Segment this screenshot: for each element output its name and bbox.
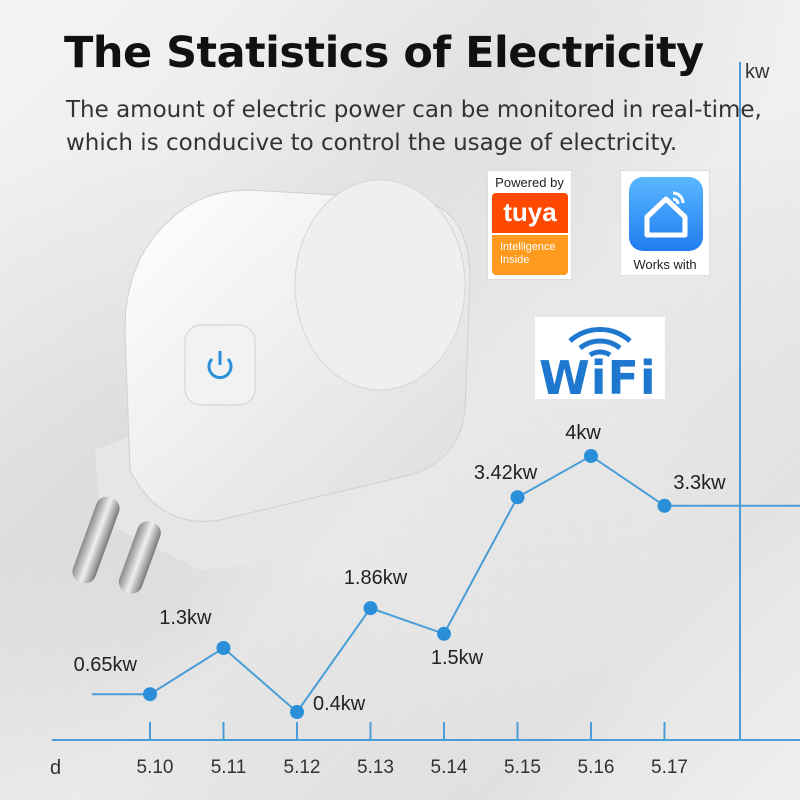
subtitle-line-2: which is conducive to control the usage …	[66, 130, 678, 156]
plug-pin-left	[72, 496, 120, 584]
x-tick-label-5.15: 5.15	[504, 757, 541, 778]
data-point-5.12	[290, 705, 304, 719]
series-line	[92, 454, 800, 714]
tuya-logo: tuya	[492, 193, 568, 233]
socket-face	[294, 179, 466, 391]
y-axis-unit-label: kw	[745, 61, 770, 83]
works-with-text: Works with	[633, 257, 697, 272]
subtitle-line-1: The amount of electric power can be moni…	[66, 97, 762, 123]
data-label-5.12: 0.4kw	[313, 693, 366, 715]
home-app-icon	[629, 177, 703, 251]
data-point-5.17	[657, 498, 672, 513]
data-label-5.16: 4kw	[565, 422, 601, 444]
x-tick-label-5.14: 5.14	[431, 757, 468, 778]
data-point-5.16	[584, 449, 598, 463]
data-label-5.17: 3.3kw	[673, 472, 726, 494]
data-point-5.13	[363, 601, 378, 616]
data-point-5.11	[216, 641, 231, 655]
works-with-home-badge: Works with	[620, 170, 710, 276]
data-point-5.14	[437, 626, 451, 641]
tuya-badge: Powered by tuya Intelligence Inside	[487, 170, 572, 280]
x-tick-label-5.12: 5.12	[284, 757, 321, 778]
data-label-5.14: 1.5kw	[431, 647, 484, 669]
x-tick-label-5.13: 5.13	[357, 757, 394, 778]
wifi-icon	[568, 327, 632, 357]
tuya-powered-text: Powered by	[495, 175, 564, 190]
wifi-badge: WiFi	[535, 317, 665, 405]
data-label-5.10: 0.65kw	[74, 654, 138, 676]
plug-pin-right	[118, 521, 161, 594]
tuya-intelligence-text: Intelligence Inside	[492, 235, 568, 275]
x-tick-label-5.16: 5.16	[578, 757, 615, 778]
data-point-5.10	[143, 687, 157, 702]
wifi-text: WiFi	[539, 351, 657, 405]
x-axis-unit-label: d	[50, 757, 61, 779]
data-point-5.15	[510, 490, 525, 505]
home-icon	[644, 191, 688, 238]
x-tick-label-5.17: 5.17	[651, 757, 688, 778]
data-label-5.11: 1.3kw	[159, 607, 212, 629]
power-icon	[207, 351, 233, 379]
data-label-5.13: 1.86kw	[344, 567, 408, 589]
page-title: The Statistics of Electricity	[64, 28, 704, 78]
data-label-5.15: 3.42kw	[474, 462, 538, 484]
x-tick-label-5.11: 5.11	[211, 757, 247, 778]
x-tick-label-5.10: 5.10	[137, 757, 174, 778]
